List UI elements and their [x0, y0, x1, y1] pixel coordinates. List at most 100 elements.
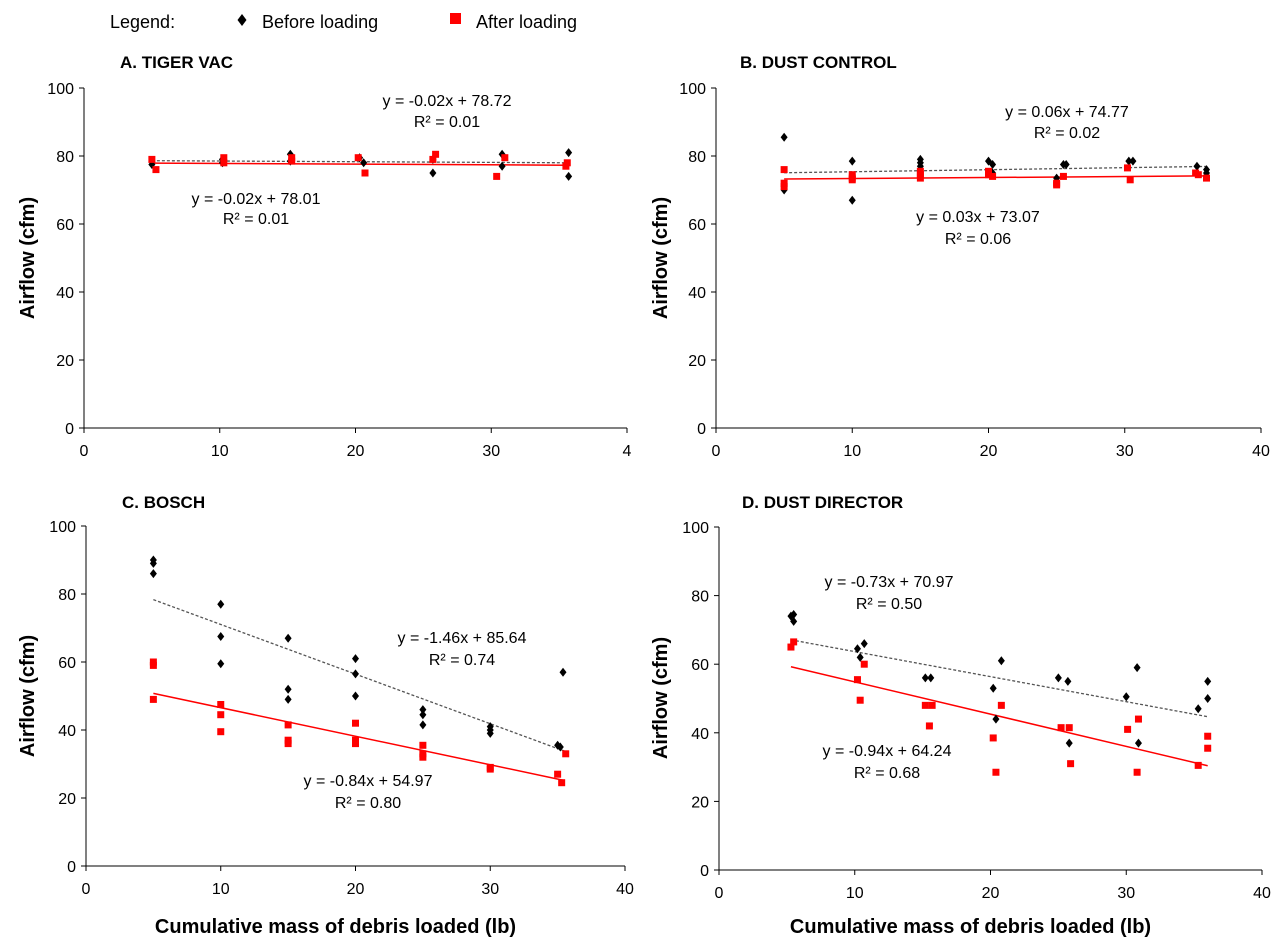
point-after [352, 740, 359, 748]
trend-r2: R² = 0.74 [429, 652, 495, 669]
point-after [152, 166, 160, 174]
point-before [1062, 160, 1070, 169]
x-tick-label: 0 [715, 885, 724, 902]
point-before [149, 569, 157, 579]
y-axis-label: Airflow (cfm) [17, 197, 39, 319]
y-tick-label: 20 [56, 353, 74, 370]
x-tick-label: 4 [623, 443, 632, 460]
point-after [149, 661, 157, 669]
legend-item-before: Before loading [262, 12, 378, 32]
point-before [790, 609, 798, 619]
panel-b: 0 20 40 60 80 100 0 10 20 30 40 B. DUST CONTROL Airf… [650, 53, 1270, 460]
point-after [780, 166, 788, 174]
trend-r2: R² = 0.06 [945, 231, 1011, 248]
x-tick-label: 30 [1116, 443, 1134, 460]
y-tick-label: 100 [47, 81, 74, 98]
point-before [419, 720, 427, 730]
point-after [493, 172, 501, 180]
y-tick-label: 0 [697, 421, 706, 438]
trendline-before [790, 639, 1208, 718]
x-tick-label: 20 [347, 443, 365, 460]
point-before [419, 710, 427, 720]
x-tick-label: 0 [712, 443, 721, 460]
trend-equation: y = -0.73x + 70.97 [825, 574, 954, 591]
point-after [217, 728, 225, 736]
point-before [217, 659, 225, 669]
point-before [989, 683, 997, 693]
point-after [985, 171, 992, 179]
x-axis-label: Cumulative mass of debris loaded (lb) [155, 916, 516, 938]
point-before [921, 673, 929, 683]
point-after [1067, 760, 1075, 768]
point-after [501, 154, 509, 162]
x-tick-label: 40 [1253, 885, 1271, 902]
y-tick-label: 20 [58, 791, 76, 808]
point-before [1133, 663, 1141, 673]
point-after [563, 159, 571, 167]
trend-equation: y = -0.02x + 78.01 [192, 191, 321, 208]
point-before [284, 684, 292, 694]
point-after [1057, 724, 1065, 732]
panel-title: A. TIGER VAC [120, 53, 233, 72]
x-tick-label: 10 [846, 885, 864, 902]
x-tick-label: 30 [481, 881, 499, 898]
point-before [419, 705, 427, 715]
x-tick-label: 20 [347, 881, 365, 898]
point-after [916, 171, 924, 179]
point-before [1125, 156, 1133, 166]
point-after [419, 741, 427, 749]
point-after [997, 701, 1005, 709]
point-after [1065, 724, 1073, 732]
panel-title: B. DUST CONTROL [740, 53, 897, 72]
point-after [989, 734, 997, 742]
point-after [288, 157, 296, 165]
x-tick-label: 20 [980, 443, 998, 460]
point-before [780, 132, 788, 142]
x-tick-label: 40 [1252, 443, 1270, 460]
point-after [1133, 768, 1141, 776]
point-before [360, 158, 368, 168]
point-before [848, 195, 856, 205]
point-after [354, 154, 362, 162]
point-after [361, 169, 369, 177]
x-tick-label: 10 [843, 443, 861, 460]
y-axis-label: Airflow (cfm) [650, 197, 672, 319]
point-after [856, 696, 864, 704]
point-before [559, 667, 567, 677]
point-before [927, 673, 935, 683]
point-after [217, 701, 225, 708]
point-after [1194, 171, 1202, 179]
y-tick-label: 60 [691, 657, 709, 674]
point-before [486, 728, 494, 738]
point-before [149, 558, 157, 568]
point-before [856, 652, 864, 662]
point-after [925, 722, 933, 730]
y-tick-label: 20 [691, 794, 709, 811]
y-tick-label: 40 [688, 285, 706, 302]
panel-c: 0 20 40 60 80 100 0 10 20 30 40 C. BOSCH Airflow (cf… [17, 493, 634, 938]
point-after [284, 740, 292, 748]
point-before [429, 168, 437, 178]
point-before [1122, 692, 1130, 702]
point-before [1054, 673, 1062, 683]
trend-r2: R² = 0.50 [856, 596, 922, 613]
point-after [928, 701, 936, 709]
point-after [1204, 732, 1212, 740]
y-tick-label: 100 [49, 519, 76, 536]
y-tick-label: 80 [56, 149, 74, 166]
trend-r2: R² = 0.01 [414, 114, 480, 131]
point-after [992, 768, 1000, 776]
point-after [149, 695, 157, 703]
y-tick-label: 0 [65, 421, 74, 438]
point-after [780, 183, 788, 191]
trendline-before [153, 599, 565, 752]
point-before [498, 161, 506, 171]
point-before [1134, 738, 1142, 748]
point-after [1123, 164, 1131, 172]
panel-d: 0 20 40 60 80 100 0 10 20 30 40 D. DUST DIRECTOR Air… [650, 493, 1271, 938]
point-after [921, 701, 929, 709]
y-tick-label: 20 [688, 353, 706, 370]
legend: Legend: Before loading After loading [110, 12, 577, 32]
point-after [220, 154, 228, 162]
